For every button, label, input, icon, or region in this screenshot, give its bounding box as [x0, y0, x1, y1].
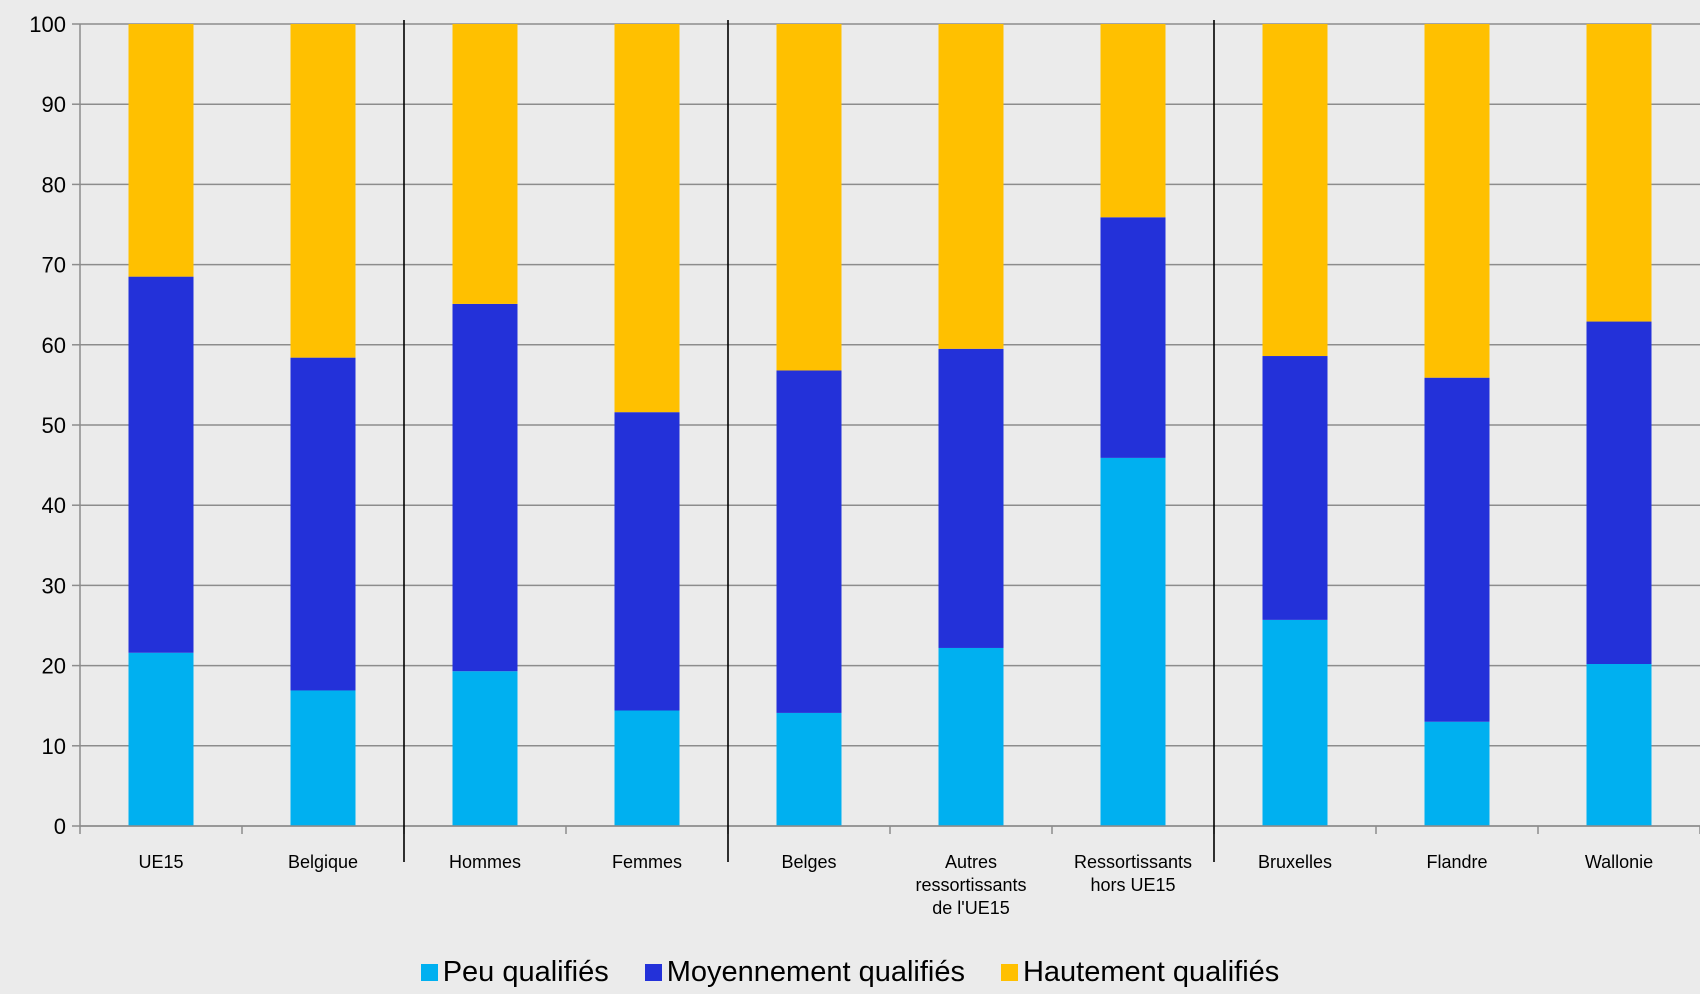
y-tick-label: 40: [42, 493, 66, 518]
bar-segment: [128, 276, 194, 653]
x-tick-label: Belgique: [288, 852, 358, 872]
bar-segment: [290, 24, 356, 358]
bar-segment: [1424, 377, 1490, 722]
bar-segment: [1586, 663, 1652, 826]
bar-segment: [128, 652, 194, 826]
bar-segment: [290, 690, 356, 826]
bar-segment: [1100, 457, 1166, 826]
x-tick-label: Femmes: [612, 852, 682, 872]
bar-segment: [1100, 24, 1166, 218]
y-tick-label: 30: [42, 573, 66, 598]
bar-segment: [614, 710, 680, 826]
x-tick-label: UE15: [138, 852, 183, 872]
bar-segment: [1262, 619, 1328, 826]
legend-swatch: [420, 963, 438, 981]
x-tick-label-line: ressortissants: [915, 875, 1026, 895]
legend-swatch: [644, 963, 662, 981]
x-tick-label-line: Femmes: [612, 852, 682, 872]
x-tick-label-line: Belges: [781, 852, 836, 872]
bar-segment: [1262, 356, 1328, 620]
legend-item: Moyennement qualifiés: [644, 955, 965, 989]
bar-segment: [776, 370, 842, 713]
axes: [72, 20, 1700, 862]
bar-segment: [614, 412, 680, 711]
x-tick-label: Hommes: [449, 852, 521, 872]
legend-label: Peu qualifiés: [442, 956, 609, 988]
bar-segment: [1262, 24, 1328, 357]
y-tick-label: 10: [42, 734, 66, 759]
bar-segment: [938, 348, 1004, 648]
y-tick-label: 80: [42, 172, 66, 197]
legend-swatch: [1000, 963, 1018, 981]
bar-segment: [1424, 24, 1490, 378]
legend: Peu qualifiés Moyennement qualifiés Hautem…: [0, 955, 1700, 989]
bar-segment: [776, 712, 842, 826]
bar-segment: [128, 24, 194, 277]
x-tick-label: Belges: [781, 852, 836, 872]
x-tick-label-line: Autres: [945, 852, 997, 872]
bar-segment: [614, 24, 680, 413]
bar-segment: [1100, 217, 1166, 458]
x-tick-label: Ressortissants hors UE15: [1074, 852, 1192, 895]
bar-segment: [452, 671, 518, 826]
y-tick-label: 50: [42, 413, 66, 438]
stacked-bar-chart: 0 10 20 30 40 50 60 70 80 90 100 UE15 Belgique Hommes…: [29, 12, 1700, 918]
x-tick-label: Wallonie: [1585, 852, 1653, 872]
x-tick-label-line: hors UE15: [1090, 875, 1175, 895]
bar-segment: [1424, 721, 1490, 826]
bar-segment: [290, 357, 356, 691]
x-tick-label: Flandre: [1426, 852, 1487, 872]
x-tick-label-line: Hommes: [449, 852, 521, 872]
bar-segment: [452, 303, 518, 672]
x-tick-label-line: Bruxelles: [1258, 852, 1332, 872]
x-tick-label-line: de l'UE15: [932, 898, 1009, 918]
x-tick-label-line: Ressortissants: [1074, 852, 1192, 872]
x-tick-label: Bruxelles: [1258, 852, 1332, 872]
y-tick-label: 70: [42, 253, 66, 278]
legend-item: Peu qualifiés: [420, 955, 609, 989]
y-tick-label: 100: [29, 12, 66, 37]
legend-label: Moyennement qualifiés: [666, 956, 965, 988]
x-tick-label-line: Flandre: [1426, 852, 1487, 872]
bar-segment: [452, 24, 518, 304]
tick-labels: 0 10 20 30 40 50 60 70 80 90 100 UE15 Belgique Hommes…: [29, 12, 1653, 918]
x-tick-label: Autres ressortissants de l'UE15: [915, 852, 1026, 918]
bar-segment: [1586, 24, 1652, 322]
bar-segment: [1586, 321, 1652, 664]
bar-segment: [938, 24, 1004, 349]
bars: [128, 24, 1652, 826]
legend-label: Hautement qualifiés: [1022, 956, 1280, 988]
y-tick-label: 20: [42, 654, 66, 679]
y-tick-label: 90: [42, 92, 66, 117]
x-tick-label-line: UE15: [138, 852, 183, 872]
bar-segment: [938, 647, 1004, 826]
y-tick-label: 60: [42, 333, 66, 358]
bar-segment: [776, 24, 842, 371]
y-tick-label: 0: [54, 814, 66, 839]
legend-item: Hautement qualifiés: [1000, 955, 1280, 989]
x-tick-label-line: Wallonie: [1585, 852, 1653, 872]
x-tick-label-line: Belgique: [288, 852, 358, 872]
